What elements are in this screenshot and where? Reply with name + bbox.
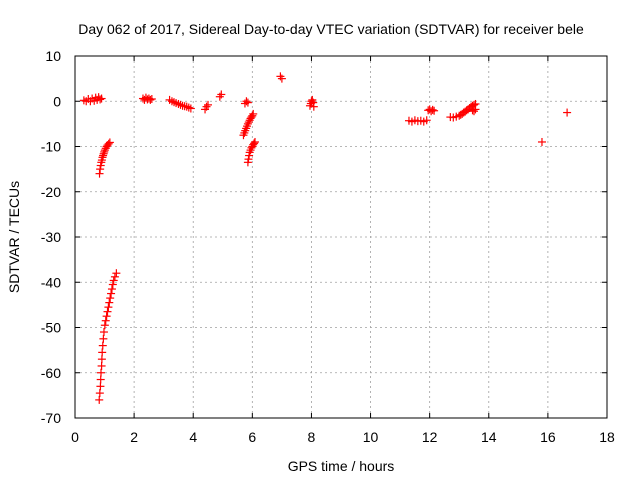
- data-point: [107, 289, 116, 298]
- data-point: [104, 139, 113, 148]
- plot-frame: [74, 55, 608, 419]
- y-tick-label: -60: [41, 365, 61, 381]
- data-point: [309, 102, 318, 111]
- y-tick-labels: -70 -60 -50 -40 -30 -20 -10 0 10: [41, 48, 61, 426]
- x-tick-label: 16: [540, 429, 556, 445]
- x-tick-label: 10: [363, 429, 379, 445]
- data-point: [109, 276, 118, 285]
- x-tick-label: 4: [189, 429, 197, 445]
- data-point: [204, 100, 212, 109]
- data-point: [97, 94, 106, 103]
- chart-title: Day 062 of 2017, Sidereal Day-to-day VTE…: [78, 21, 584, 37]
- data-point: [563, 108, 572, 117]
- data-point: [96, 95, 105, 104]
- data-point: [97, 368, 106, 377]
- data-point: [428, 105, 437, 114]
- data-point: [96, 382, 105, 391]
- grid-lines: [75, 56, 607, 418]
- y-tick-label: -50: [41, 320, 61, 336]
- data-point: [277, 74, 286, 83]
- data-point: [101, 316, 110, 325]
- data-point: [106, 294, 115, 303]
- data-point: [248, 111, 257, 120]
- y-axis-label: SDTVAR / TECUs: [6, 181, 22, 293]
- data-point: [307, 97, 316, 106]
- x-tick-label: 2: [130, 429, 138, 445]
- x-tick-label: 6: [248, 429, 256, 445]
- data-points: [79, 72, 572, 404]
- x-tick-label: 12: [422, 429, 438, 445]
- data-point: [104, 303, 113, 312]
- data-point: [112, 269, 121, 278]
- data-point: [96, 375, 105, 384]
- data-point: [95, 389, 104, 398]
- data-point: [182, 102, 191, 111]
- data-point: [243, 98, 252, 107]
- data-point: [97, 361, 106, 370]
- data-point: [110, 272, 119, 281]
- y-tick-label: 10: [45, 48, 61, 64]
- data-point: [422, 116, 431, 125]
- x-tick-labels: 0 2 4 6 8 10 12 14 16 18: [71, 429, 615, 445]
- data-point: [99, 334, 108, 343]
- data-point: [243, 119, 252, 128]
- data-point: [108, 280, 117, 289]
- x-tick-label: 0: [71, 429, 79, 445]
- data-point: [202, 102, 211, 111]
- data-point: [147, 94, 156, 103]
- data-point: [105, 298, 114, 307]
- y-tick-label: -20: [41, 184, 61, 200]
- data-point: [242, 97, 251, 106]
- data-point: [250, 139, 259, 148]
- data-point: [249, 109, 258, 118]
- data-point: [537, 137, 546, 146]
- data-point: [102, 312, 111, 321]
- x-tick-label: 14: [481, 429, 497, 445]
- y-tick-label: -10: [41, 139, 61, 155]
- data-point: [99, 328, 108, 337]
- x-tick-label: 18: [599, 429, 615, 445]
- data-point: [430, 106, 439, 115]
- data-point: [468, 106, 477, 115]
- data-point: [244, 118, 253, 127]
- x-tick-label: 8: [308, 429, 316, 445]
- data-point: [470, 107, 478, 116]
- data-point: [98, 348, 107, 357]
- data-point: [217, 90, 226, 99]
- data-point: [107, 285, 116, 294]
- data-point: [100, 146, 109, 155]
- data-point: [100, 321, 109, 330]
- data-point: [250, 137, 259, 146]
- y-tick-label: -40: [41, 274, 61, 290]
- data-point: [95, 395, 104, 404]
- data-point: [103, 307, 112, 316]
- y-tick-label: 0: [53, 93, 61, 109]
- data-point: [146, 95, 155, 104]
- data-point: [184, 103, 193, 112]
- y-tick-label: -30: [41, 229, 61, 245]
- data-point: [105, 138, 114, 147]
- x-axis-label: GPS time / hours: [288, 458, 395, 474]
- data-point: [97, 355, 106, 364]
- y-tick-label: -70: [41, 410, 61, 426]
- data-point: [186, 104, 195, 113]
- data-point: [98, 341, 107, 350]
